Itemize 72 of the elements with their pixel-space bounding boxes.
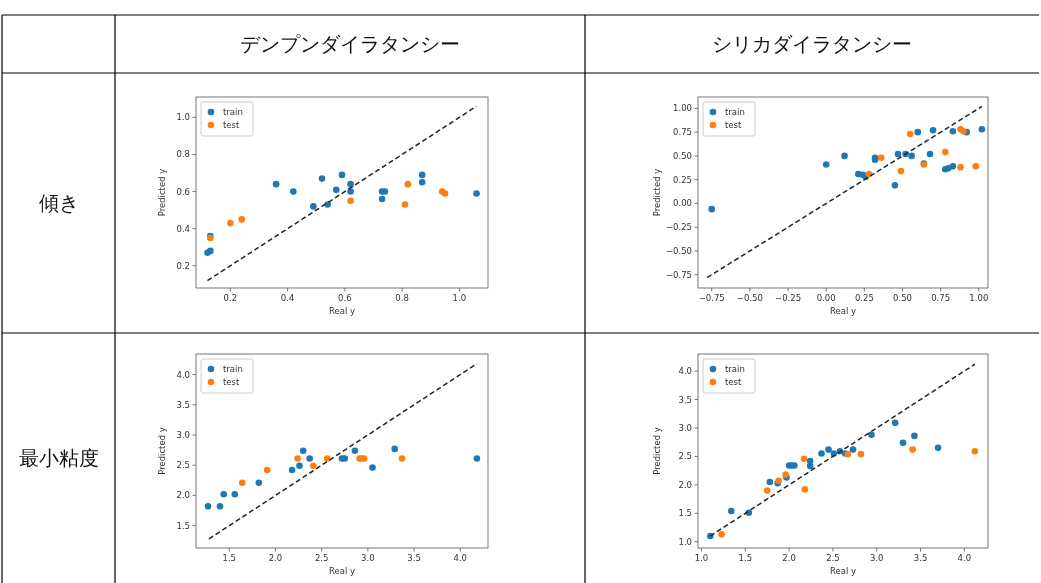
legend-label: test <box>223 377 240 387</box>
x-tick-label: 2.0 <box>782 553 796 563</box>
x-tick-label: 1.0 <box>452 293 467 303</box>
y-axis-title: Predicted y <box>652 168 662 217</box>
x-tick-label: 0.75 <box>931 293 951 303</box>
x-tick-label: 3.0 <box>361 553 375 563</box>
y-tick-label: 2.5 <box>176 460 190 471</box>
legend-label: train <box>725 107 745 117</box>
x-tick-label: 2.5 <box>826 553 840 563</box>
x-tick-label: 0.25 <box>854 293 874 303</box>
x-axis-title: Real y <box>328 306 356 316</box>
y-tick-label: 4.0 <box>176 369 190 380</box>
x-tick-label: 3.5 <box>913 553 928 563</box>
y-tick-label: 1.0 <box>678 536 692 547</box>
y-tick-label: 2.0 <box>176 490 190 501</box>
x-axis-title: Real y <box>829 306 857 316</box>
x-tick-label: 0.8 <box>395 293 409 303</box>
y-tick-label: 1.5 <box>176 520 190 531</box>
y-tick-label: 1.5 <box>678 508 692 519</box>
x-tick-label: 0.00 <box>816 293 836 303</box>
chart-title: デンプンダイラタンシー <box>240 32 460 56</box>
x-axis-title: Real y <box>829 566 857 576</box>
legend-label: train <box>223 364 243 374</box>
y-tick-label: 0.6 <box>176 186 190 197</box>
y-tick-label: 0.4 <box>176 223 190 234</box>
y-tick-label: 3.0 <box>176 429 190 440</box>
legend-label: test <box>223 120 240 130</box>
y-tick-label: −0.50 <box>665 245 692 256</box>
y-tick-label: 3.5 <box>176 399 190 410</box>
x-tick-label: 0.6 <box>338 293 352 303</box>
y-tick-label: 3.5 <box>678 394 692 405</box>
x-tick-label: 2.0 <box>268 553 283 563</box>
x-tick-label: −0.50 <box>736 293 763 303</box>
legend-label: test <box>725 120 742 130</box>
y-tick-label: 1.0 <box>176 112 190 123</box>
y-tick-label: 2.0 <box>678 479 692 490</box>
y-tick-label: 0.50 <box>673 150 692 161</box>
y-tick-label: 2.5 <box>678 451 692 462</box>
y-tick-label: 0.00 <box>673 198 692 209</box>
y-tick-label: −0.75 <box>665 269 692 280</box>
x-axis-title: Real y <box>328 566 356 576</box>
y-tick-label: 4.0 <box>678 366 692 377</box>
y-tick-label: 0.8 <box>176 149 190 160</box>
x-tick-label: 1.5 <box>222 553 237 563</box>
y-tick-label: 0.75 <box>673 127 692 138</box>
chart-title: シリカダイラタンシー <box>712 32 912 56</box>
x-tick-label: 4.0 <box>957 553 972 563</box>
x-tick-label: 4.0 <box>453 553 468 563</box>
x-tick-label: −0.75 <box>698 293 725 303</box>
y-tick-label: 1.00 <box>673 103 692 114</box>
x-tick-label: 1.0 <box>694 553 709 563</box>
y-tick-label: 0.25 <box>673 174 692 185</box>
y-tick-label: 0.2 <box>176 260 190 271</box>
x-tick-label: 0.50 <box>893 293 912 303</box>
x-tick-label: 1.00 <box>969 293 989 303</box>
legend-label: train <box>223 107 243 117</box>
text: 最小粘度 <box>18 446 99 470</box>
y-tick-label: 3.0 <box>678 422 692 433</box>
x-tick-label: 0.4 <box>280 293 295 303</box>
legend-label: train <box>725 364 745 374</box>
y-axis-title: Predicted y <box>157 168 167 217</box>
x-tick-label: 3.0 <box>869 553 884 563</box>
x-tick-label: 2.5 <box>314 553 329 563</box>
y-tick-label: −0.25 <box>665 222 692 233</box>
y-axis-title: Predicted y <box>652 427 662 475</box>
x-tick-label: 0.2 <box>223 293 238 303</box>
y-axis-title: Predicted y <box>157 427 167 475</box>
x-tick-label: 3.5 <box>407 553 421 563</box>
x-tick-label: −0.25 <box>775 293 802 303</box>
x-tick-label: 1.5 <box>738 553 753 563</box>
legend-label: test <box>725 377 742 387</box>
text: 傾き <box>38 191 79 215</box>
